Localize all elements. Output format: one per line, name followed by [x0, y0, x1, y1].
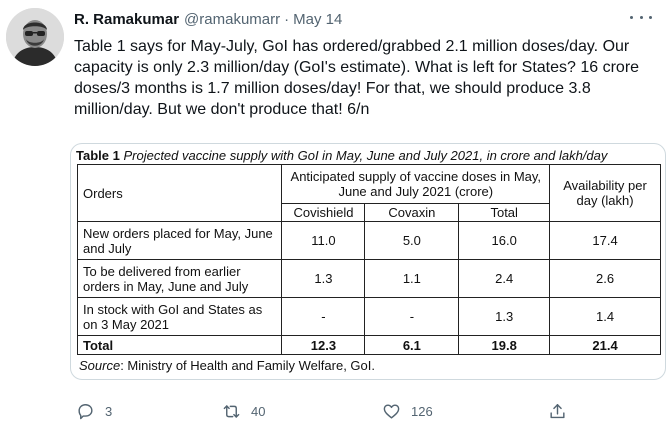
reply-button[interactable]: 3: [76, 400, 112, 422]
header-availability: Availability per day (lakh): [549, 164, 661, 222]
cell-covishield: -: [281, 297, 366, 336]
share-button[interactable]: [548, 400, 567, 422]
cell-orders: Total: [76, 335, 283, 355]
cell-availability: 1.4: [549, 297, 661, 336]
like-button[interactable]: 126: [382, 400, 433, 422]
header-anticipated-supply: Anticipated supply of vaccine doses in M…: [281, 164, 551, 204]
like-icon: [383, 403, 400, 419]
tweet-date[interactable]: May 14: [293, 10, 343, 28]
retweet-icon: [223, 404, 240, 418]
source-label: Source: [79, 358, 121, 373]
table-row: New orders placed for May, June and July…: [76, 221, 661, 260]
cell-total: 16.0: [458, 221, 551, 260]
cell-orders: In stock with GoI and States as on 3 May…: [76, 297, 283, 336]
header-total: Total: [458, 203, 551, 222]
reply-icon: [78, 403, 93, 419]
cell-covaxin: 1.1: [364, 259, 460, 298]
cell-total: 1.3: [458, 297, 551, 336]
avatar[interactable]: [6, 8, 64, 66]
cell-total: 19.8: [458, 335, 551, 355]
table-row: In stock with GoI and States as on 3 May…: [76, 297, 661, 336]
cell-covaxin: -: [364, 297, 460, 336]
cell-covaxin: 5.0: [364, 221, 460, 260]
retweet-count: 40: [251, 403, 266, 419]
cell-covishield: 11.0: [281, 221, 366, 260]
source-text: : Ministry of Health and Family Welfare,…: [120, 358, 375, 373]
cell-orders: New orders placed for May, June and July: [76, 221, 283, 260]
table-caption: Table 1 Projected vaccine supply with Go…: [76, 148, 607, 163]
tweet-header: R. Ramakumar @ramakumarr · May 14: [74, 8, 342, 30]
cell-covishield: 1.3: [281, 259, 366, 298]
tweet-text: Table 1 says for May-July, GoI has order…: [74, 38, 640, 118]
author-handle[interactable]: @ramakumarr: [184, 10, 281, 28]
table-row: To be delivered from earlier orders in M…: [76, 259, 661, 298]
header-covaxin: Covaxin: [364, 203, 460, 222]
author-name[interactable]: R. Ramakumar: [74, 10, 180, 28]
table-source: Source: Ministry of Health and Family We…: [79, 358, 375, 373]
cell-covaxin: 6.1: [364, 335, 460, 355]
separator-dot: ·: [284, 10, 290, 28]
like-count: 126: [411, 403, 433, 419]
header-orders: Orders: [76, 164, 283, 222]
cell-availability: 2.6: [549, 259, 661, 298]
cell-orders: To be delivered from earlier orders in M…: [76, 259, 283, 298]
header-covishield: Covishield: [281, 203, 366, 222]
table-caption-text: Projected vaccine supply with GoI in May…: [123, 148, 608, 163]
more-icon[interactable]: [630, 10, 652, 24]
cell-availability: 17.4: [549, 221, 661, 260]
cell-total: 2.4: [458, 259, 551, 298]
table-total-row: Total 12.3 6.1 19.8 21.4: [76, 335, 661, 355]
vaccine-supply-table: Orders Anticipated supply of vaccine dos…: [76, 164, 661, 355]
cell-covishield: 12.3: [281, 335, 366, 355]
reply-count: 3: [105, 403, 113, 419]
tweet-actions: 3 40 126: [74, 400, 574, 422]
share-icon: [550, 403, 565, 418]
cell-availability: 21.4: [549, 335, 661, 355]
retweet-button[interactable]: 40: [222, 400, 265, 422]
table-caption-label: Table 1: [76, 148, 120, 163]
